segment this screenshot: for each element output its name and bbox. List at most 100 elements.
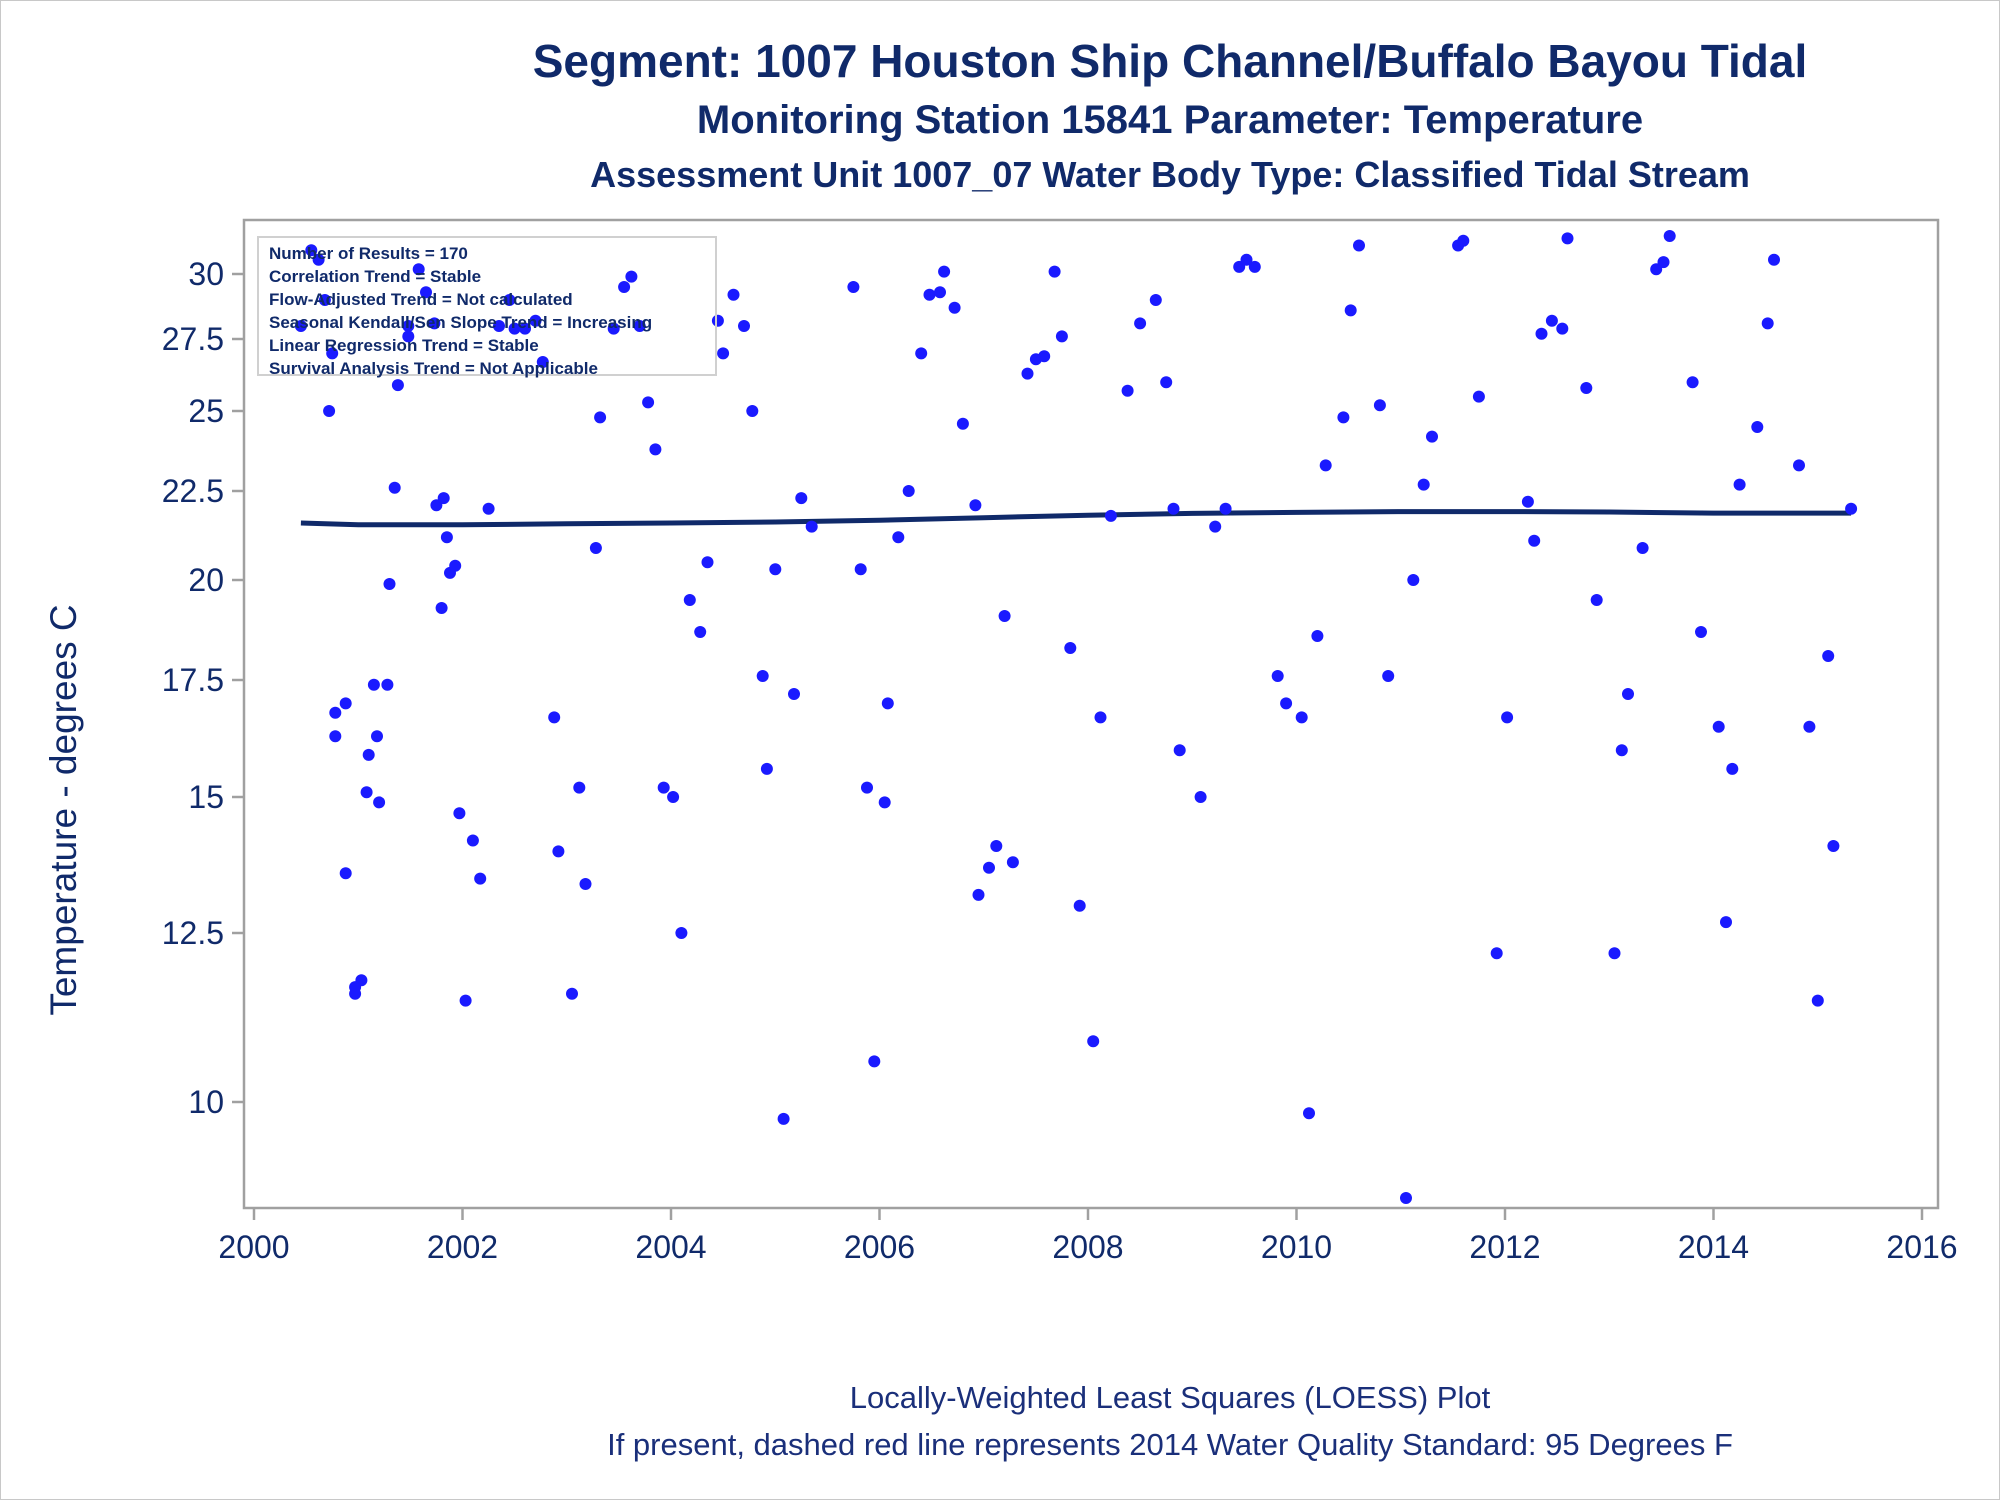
data-point bbox=[667, 791, 680, 803]
legend-item: Survival Analysis Trend = Not Applicable bbox=[269, 359, 598, 378]
data-point bbox=[437, 492, 450, 505]
data-point bbox=[746, 405, 759, 417]
data-point bbox=[402, 320, 415, 332]
data-point bbox=[1319, 459, 1332, 472]
data-point bbox=[956, 417, 969, 430]
data-point bbox=[1636, 542, 1649, 554]
data-point bbox=[1768, 253, 1780, 266]
y-tick-label: 27.5 bbox=[162, 321, 224, 357]
y-tick-label: 17.5 bbox=[162, 662, 224, 698]
data-point bbox=[934, 286, 946, 299]
data-point bbox=[449, 559, 462, 572]
y-tick-label: 30 bbox=[188, 256, 224, 292]
y-tick-label: 12.5 bbox=[162, 915, 224, 951]
data-point bbox=[428, 317, 441, 330]
y-tick-label: 22.5 bbox=[162, 473, 224, 509]
data-point bbox=[777, 1112, 790, 1125]
data-point bbox=[1295, 711, 1308, 724]
data-point bbox=[738, 320, 750, 332]
data-point bbox=[459, 994, 472, 1007]
data-point bbox=[594, 411, 607, 424]
data-point bbox=[1094, 711, 1107, 724]
data-point bbox=[519, 322, 531, 335]
data-point bbox=[1615, 744, 1628, 757]
data-point bbox=[1811, 994, 1824, 1007]
x-tick-label: 2008 bbox=[1052, 1229, 1123, 1265]
data-point bbox=[1055, 330, 1068, 343]
data-point bbox=[440, 531, 453, 544]
y-axis-label: Temperature - degrees C bbox=[43, 604, 84, 1015]
data-point bbox=[1417, 478, 1430, 491]
data-point bbox=[788, 688, 800, 700]
data-point bbox=[326, 347, 339, 360]
data-point bbox=[1521, 495, 1534, 508]
data-point bbox=[625, 270, 638, 283]
data-point bbox=[360, 786, 373, 799]
data-point bbox=[998, 610, 1011, 622]
data-point bbox=[881, 697, 894, 710]
data-point bbox=[323, 405, 336, 417]
data-point bbox=[1622, 688, 1634, 700]
data-point bbox=[1712, 720, 1725, 733]
data-point bbox=[1822, 650, 1835, 662]
data-point bbox=[329, 706, 342, 719]
data-point bbox=[1545, 314, 1558, 327]
data-point bbox=[412, 263, 425, 276]
data-point bbox=[349, 987, 362, 1000]
data-point bbox=[536, 356, 549, 368]
data-point bbox=[362, 748, 375, 761]
data-point bbox=[878, 796, 891, 809]
data-point bbox=[1149, 294, 1162, 306]
x-tick-label: 2010 bbox=[1261, 1229, 1332, 1265]
data-point bbox=[633, 320, 646, 332]
data-point bbox=[339, 697, 352, 710]
chart-title: Segment: 1007 Houston Ship Channel/Buffa… bbox=[532, 35, 1808, 87]
data-point bbox=[1457, 234, 1470, 247]
data-point bbox=[1407, 574, 1420, 586]
data-point bbox=[717, 347, 730, 360]
data-point bbox=[1845, 502, 1858, 515]
data-point bbox=[1194, 791, 1207, 803]
data-point bbox=[642, 396, 655, 409]
data-point bbox=[854, 563, 867, 576]
data-point bbox=[1472, 390, 1485, 403]
data-point bbox=[1038, 350, 1051, 363]
data-point bbox=[711, 314, 724, 327]
data-point bbox=[294, 320, 307, 332]
data-point bbox=[493, 320, 505, 332]
data-point bbox=[305, 244, 318, 257]
chart-subtitle: Monitoring Station 15841 Parameter: Temp… bbox=[696, 98, 1644, 142]
data-point bbox=[1720, 916, 1732, 929]
data-point bbox=[1561, 232, 1574, 245]
data-point bbox=[1400, 1192, 1412, 1204]
legend-item: Seasonal Kendall/Sen Slope Trend = Incre… bbox=[269, 313, 653, 332]
data-point bbox=[756, 670, 769, 682]
data-point bbox=[573, 781, 586, 794]
data-point bbox=[466, 834, 479, 847]
data-point bbox=[1590, 594, 1603, 606]
y-tick-label: 15 bbox=[188, 779, 224, 815]
x-tick-label: 2016 bbox=[1886, 1229, 1957, 1265]
x-tick-label: 2014 bbox=[1678, 1229, 1749, 1265]
data-point bbox=[1248, 260, 1261, 273]
data-point bbox=[938, 265, 951, 278]
data-point bbox=[373, 796, 386, 809]
data-point bbox=[607, 322, 620, 335]
legend-item: Number of Results = 170 bbox=[269, 244, 468, 263]
data-point bbox=[948, 301, 961, 314]
data-point bbox=[847, 281, 860, 293]
data-point bbox=[435, 602, 448, 614]
data-point bbox=[1240, 253, 1253, 266]
data-point bbox=[1344, 304, 1357, 317]
data-point bbox=[1173, 744, 1186, 757]
data-point bbox=[589, 542, 602, 554]
data-point bbox=[618, 281, 631, 293]
data-point bbox=[1048, 265, 1061, 278]
data-point bbox=[983, 861, 995, 874]
x-tick-label: 2000 bbox=[218, 1229, 289, 1265]
data-point bbox=[1695, 626, 1707, 638]
data-point bbox=[1271, 670, 1284, 682]
data-point bbox=[474, 872, 487, 885]
data-point bbox=[1751, 421, 1764, 433]
